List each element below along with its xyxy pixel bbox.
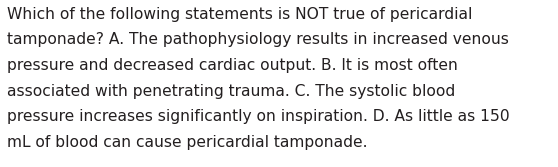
- Text: Which of the following statements is NOT true of pericardial: Which of the following statements is NOT…: [7, 7, 473, 22]
- Text: mL of blood can cause pericardial tamponade.: mL of blood can cause pericardial tampon…: [7, 135, 368, 150]
- Text: associated with penetrating trauma. C. The systolic blood: associated with penetrating trauma. C. T…: [7, 84, 455, 99]
- Text: pressure increases significantly on inspiration. D. As little as 150: pressure increases significantly on insp…: [7, 109, 510, 124]
- Text: pressure and decreased cardiac output. B. It is most often: pressure and decreased cardiac output. B…: [7, 58, 458, 73]
- Text: tamponade? A. The pathophysiology results in increased venous: tamponade? A. The pathophysiology result…: [7, 32, 509, 47]
